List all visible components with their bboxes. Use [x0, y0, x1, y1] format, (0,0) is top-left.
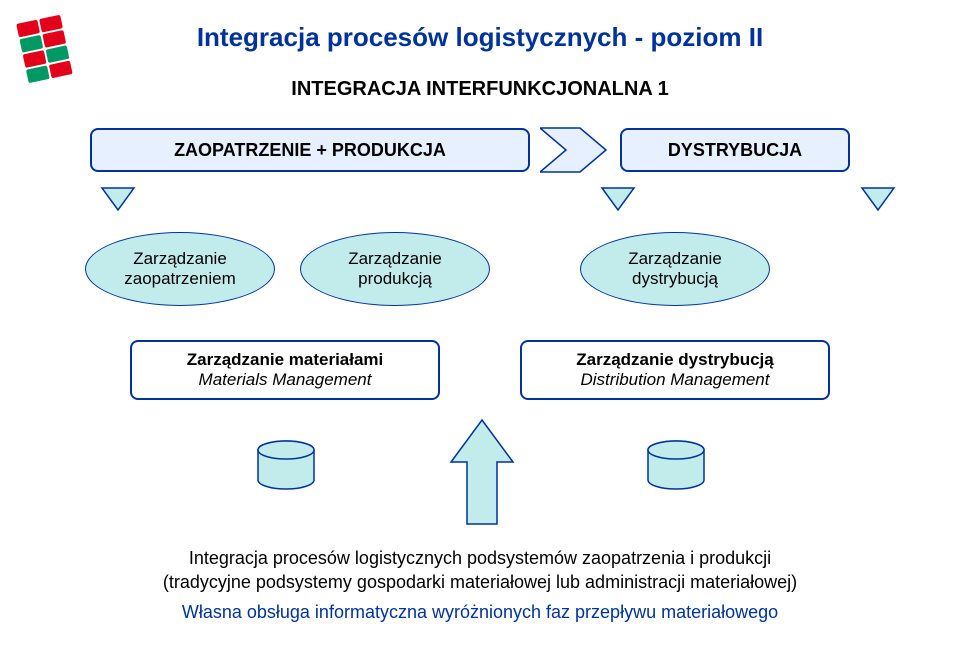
page-title: Integracja procesów logistycznych - pozi… — [0, 22, 960, 53]
ellipse-management-distribution: Zarządzanie dystrybucją — [580, 232, 770, 306]
bottom-line-3: Własna obsługa informatyczna wyróżnionyc… — [0, 602, 960, 623]
triangle-down-icon — [860, 186, 896, 212]
chevron-right-icon — [540, 126, 610, 174]
ellipse-label: zaopatrzeniem — [124, 269, 236, 289]
triangle-down-icon — [100, 186, 136, 212]
page-subtitle: INTEGRACJA INTERFUNKCJONALNA 1 — [0, 78, 960, 101]
ellipse-management-production: Zarządzanie produkcją — [300, 232, 490, 306]
mgmt-label: Zarządzanie materiałami — [187, 350, 384, 370]
process-box-right: DYSTRYBUCJA — [620, 128, 850, 172]
database-icon — [255, 440, 317, 490]
ellipse-label: produkcją — [358, 269, 432, 289]
ellipse-label: Zarządzanie — [133, 249, 227, 269]
mgmt-sublabel: Materials Management — [199, 370, 372, 390]
bottom-line-1: Integracja procesów logistycznych podsys… — [0, 548, 960, 569]
process-box-left: ZAOPATRZENIE + PRODUKCJA — [90, 128, 530, 172]
ellipse-label: dystrybucją — [632, 269, 718, 289]
mgmt-box-materials: Zarządzanie materiałami Materials Manage… — [130, 340, 440, 400]
mgmt-sublabel: Distribution Management — [581, 370, 770, 390]
bottom-line-2: (tradycyjne podsystemy gospodarki materi… — [0, 572, 960, 593]
ellipse-label: Zarządzanie — [628, 249, 722, 269]
triangle-down-icon — [600, 186, 636, 212]
arrow-up-icon — [447, 418, 517, 528]
mgmt-box-distribution: Zarządzanie dystrybucją Distribution Man… — [520, 340, 830, 400]
ellipse-label: Zarządzanie — [348, 249, 442, 269]
mgmt-label: Zarządzanie dystrybucją — [576, 350, 773, 370]
ellipse-management-supply: Zarządzanie zaopatrzeniem — [85, 232, 275, 306]
database-icon — [645, 440, 707, 490]
